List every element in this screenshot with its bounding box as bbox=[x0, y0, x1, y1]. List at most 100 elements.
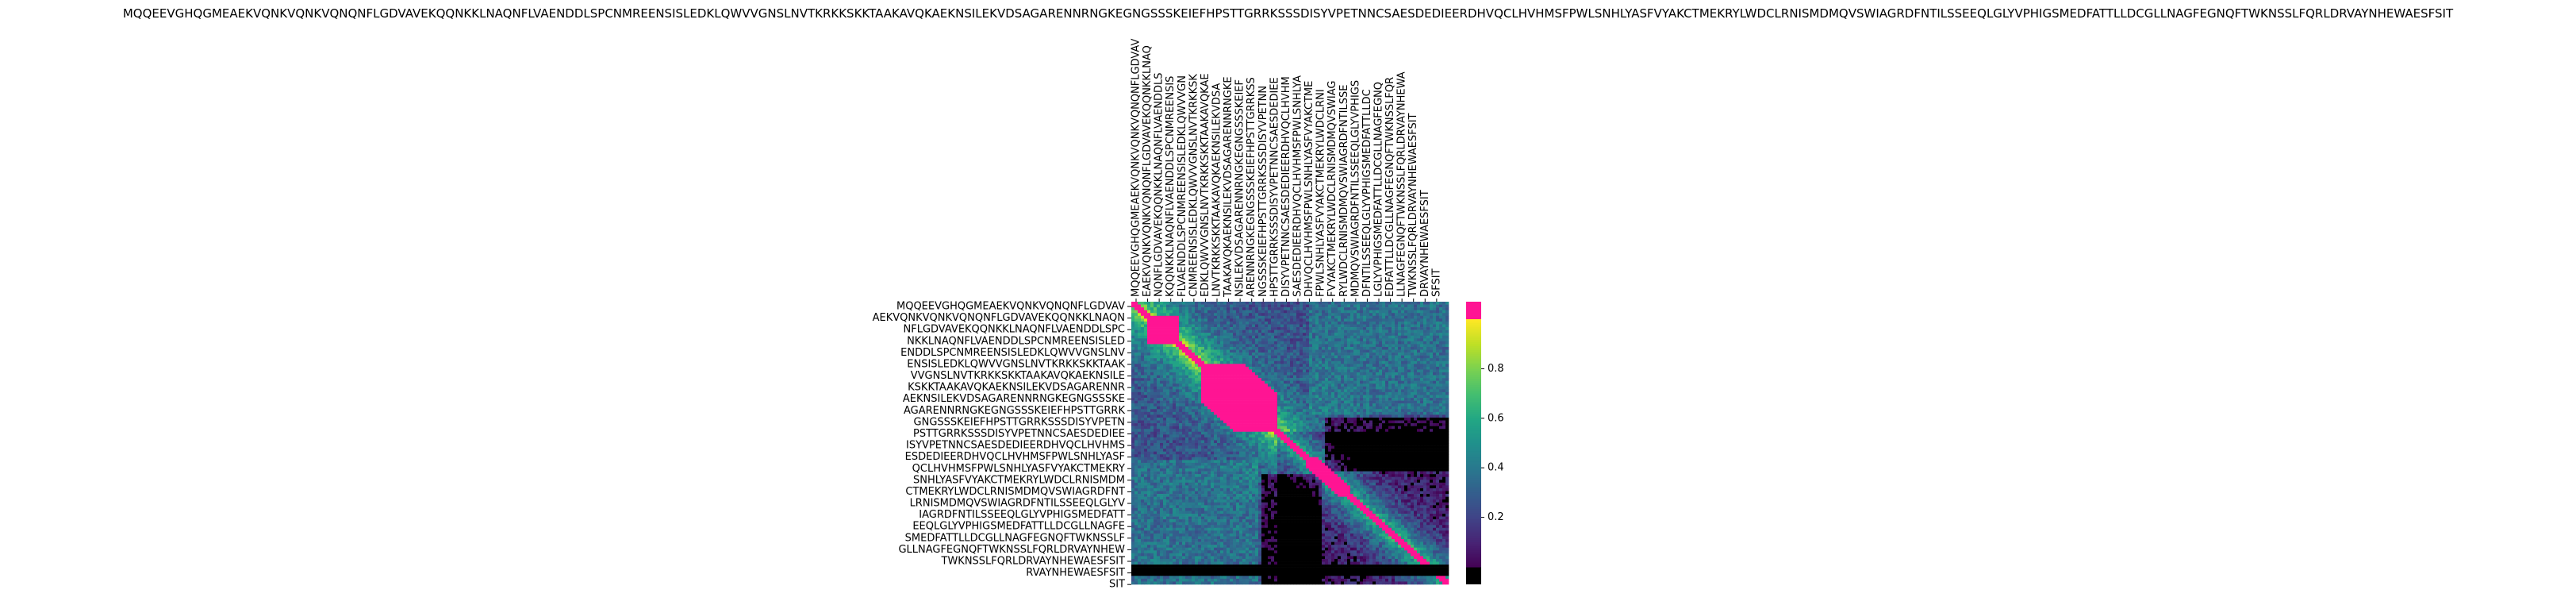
heatmap-cell bbox=[1350, 341, 1354, 345]
heatmap-cell bbox=[1188, 321, 1192, 325]
heatmap-cell bbox=[1338, 420, 1342, 424]
heatmap-cell bbox=[1300, 423, 1303, 426]
heatmap-cell bbox=[1204, 417, 1208, 421]
heatmap-cell bbox=[1404, 360, 1408, 364]
heatmap-cell bbox=[1347, 391, 1351, 395]
heatmap-cell bbox=[1138, 346, 1142, 350]
heatmap-cell bbox=[1328, 380, 1332, 384]
heatmap-cell bbox=[1211, 372, 1215, 376]
heatmap-cell bbox=[1315, 372, 1319, 376]
heatmap-cell bbox=[1169, 403, 1173, 407]
heatmap-cell bbox=[1236, 304, 1240, 308]
heatmap-cell bbox=[1239, 391, 1243, 395]
heatmap-cell bbox=[1179, 364, 1183, 368]
heatmap-cell bbox=[1398, 440, 1402, 444]
heatmap-cell bbox=[1344, 395, 1348, 399]
heatmap-cell bbox=[1280, 389, 1284, 393]
heatmap-cell bbox=[1398, 344, 1402, 348]
heatmap-cell bbox=[1411, 324, 1415, 328]
heatmap-cell bbox=[1198, 426, 1202, 430]
heatmap-cell bbox=[1220, 411, 1224, 415]
heatmap-cell bbox=[1411, 329, 1415, 333]
heatmap-cell bbox=[1207, 378, 1211, 381]
heatmap-cell bbox=[1192, 429, 1196, 433]
heatmap-cell bbox=[1376, 395, 1380, 399]
heatmap-cell bbox=[1290, 406, 1294, 410]
heatmap-cell bbox=[1388, 372, 1392, 376]
heatmap-cell bbox=[1309, 360, 1313, 364]
heatmap-cell bbox=[1379, 434, 1383, 438]
heatmap-cell bbox=[1246, 360, 1250, 364]
heatmap-cell bbox=[1379, 391, 1383, 395]
heatmap-cell bbox=[1211, 383, 1215, 387]
heatmap-cell bbox=[1173, 355, 1177, 359]
heatmap-cell bbox=[1442, 400, 1446, 404]
heatmap-cell bbox=[1392, 372, 1395, 376]
heatmap-cell bbox=[1350, 333, 1354, 337]
heatmap-cell bbox=[1357, 307, 1361, 310]
heatmap-cell bbox=[1417, 327, 1421, 330]
heatmap-cell bbox=[1236, 398, 1240, 401]
heatmap-cell bbox=[1195, 403, 1199, 407]
heatmap-cell bbox=[1252, 426, 1256, 430]
heatmap-cell bbox=[1138, 391, 1142, 395]
heatmap-cell bbox=[1195, 333, 1199, 337]
heatmap-cell bbox=[1392, 383, 1395, 387]
heatmap-cell bbox=[1182, 406, 1186, 410]
heatmap-cell bbox=[1198, 434, 1202, 438]
heatmap-cell bbox=[1134, 333, 1138, 337]
heatmap-cell bbox=[1442, 414, 1446, 418]
heatmap-cell bbox=[1230, 429, 1234, 433]
heatmap-cell bbox=[1198, 383, 1202, 387]
heatmap-cell bbox=[1347, 375, 1351, 379]
heatmap-cell bbox=[1388, 434, 1392, 438]
heatmap-cell bbox=[1230, 344, 1234, 348]
heatmap-cell bbox=[1392, 335, 1395, 339]
heatmap-cell bbox=[1239, 338, 1243, 342]
heatmap-cell bbox=[1204, 344, 1208, 348]
heatmap-cell bbox=[1192, 344, 1196, 348]
heatmap-cell bbox=[1252, 333, 1256, 337]
heatmap-cell bbox=[1252, 364, 1256, 368]
heatmap-cell bbox=[1147, 338, 1151, 342]
heatmap-cell bbox=[1411, 318, 1415, 322]
heatmap-cell bbox=[1322, 440, 1326, 444]
heatmap-cell bbox=[1249, 360, 1253, 364]
heatmap-cell bbox=[1144, 423, 1148, 426]
heatmap-cell bbox=[1185, 310, 1189, 314]
heatmap-cell bbox=[1176, 338, 1180, 342]
heatmap-cell bbox=[1350, 304, 1354, 308]
heatmap-cell bbox=[1350, 307, 1354, 310]
heatmap-cell bbox=[1131, 426, 1135, 430]
heatmap-cell bbox=[1211, 349, 1215, 353]
heatmap-cell bbox=[1423, 335, 1427, 339]
heatmap-cell bbox=[1176, 429, 1180, 433]
heatmap-cell bbox=[1166, 318, 1170, 322]
heatmap-cell bbox=[1334, 360, 1338, 364]
heatmap-cell bbox=[1439, 406, 1443, 410]
heatmap-cell bbox=[1141, 313, 1145, 317]
heatmap-cell bbox=[1398, 321, 1402, 325]
heatmap-cell bbox=[1436, 375, 1440, 379]
heatmap-cell bbox=[1239, 302, 1243, 305]
heatmap-cell bbox=[1147, 409, 1151, 413]
heatmap-cell bbox=[1442, 318, 1446, 322]
heatmap-cell bbox=[1382, 360, 1386, 364]
heatmap-cell bbox=[1420, 346, 1424, 350]
heatmap-cell bbox=[1252, 375, 1256, 379]
heatmap-cell bbox=[1401, 414, 1405, 418]
heatmap-cell bbox=[1315, 414, 1319, 418]
heatmap-cell bbox=[1319, 341, 1323, 345]
heatmap-cell bbox=[1204, 338, 1208, 342]
heatmap-cell bbox=[1157, 400, 1161, 404]
heatmap-cell bbox=[1223, 426, 1227, 430]
heatmap-cell bbox=[1131, 338, 1135, 342]
heatmap-cell bbox=[1268, 310, 1272, 314]
heatmap-cell bbox=[1392, 378, 1395, 381]
heatmap-cell bbox=[1331, 318, 1335, 322]
heatmap-cell bbox=[1385, 406, 1389, 410]
heatmap-cell bbox=[1201, 380, 1205, 384]
heatmap-cell bbox=[1306, 353, 1310, 356]
heatmap-cell bbox=[1296, 411, 1300, 415]
heatmap-cell bbox=[1201, 406, 1205, 410]
